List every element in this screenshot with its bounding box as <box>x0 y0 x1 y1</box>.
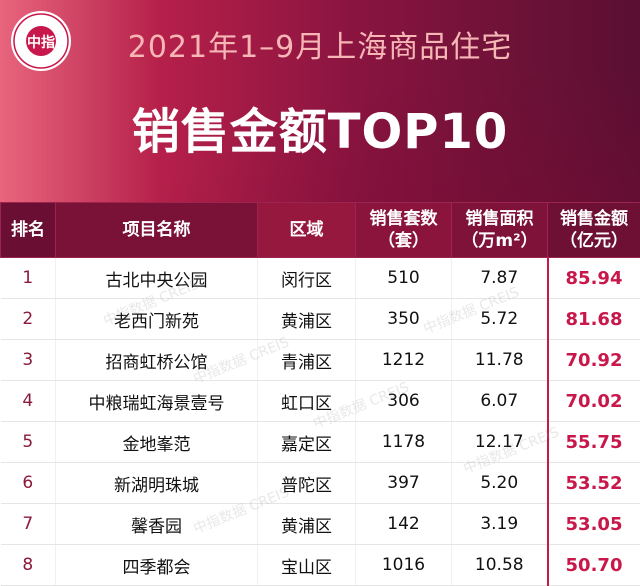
col-header-area: 销售面积（万m²） <box>452 203 548 258</box>
rank-cell: 3 <box>1 340 56 381</box>
amount-cell: 70.92 <box>548 340 640 381</box>
rank-cell: 8 <box>1 545 56 586</box>
amount-cell: 53.52 <box>548 463 640 504</box>
col-header-amount: 销售金额（亿元） <box>548 203 640 258</box>
amount-cell: 55.75 <box>548 422 640 463</box>
title-line-2: 销售金额TOP10 <box>0 92 640 162</box>
table-row: 3 招商虹桥公馆 青浦区 1212 11.78 70.92 <box>1 340 640 381</box>
amount-cell: 85.94 <box>548 258 640 299</box>
area-cell: 7.87 <box>452 258 548 299</box>
col-header-project: 项目名称 <box>56 203 258 258</box>
table-header: 排名 项目名称 区域 销售套数（套） 销售面积（万m²） 销售金额（亿元） <box>1 203 640 258</box>
title-line-1: 2021年1–9月上海商品住宅 <box>0 22 640 66</box>
units-cell: 306 <box>356 381 452 422</box>
district-cell: 闵行区 <box>258 258 356 299</box>
units-cell: 397 <box>356 463 452 504</box>
project-name-cell: 老西门新苑 <box>56 299 258 340</box>
table-row: 7 馨香园 黄浦区 142 3.19 53.05 <box>1 504 640 545</box>
table-row: 2 老西门新苑 黄浦区 350 5.72 81.68 <box>1 299 640 340</box>
rank-cell: 2 <box>1 299 56 340</box>
units-cell: 1212 <box>356 340 452 381</box>
project-name-cell: 馨香园 <box>56 504 258 545</box>
units-cell: 1016 <box>356 545 452 586</box>
units-cell: 142 <box>356 504 452 545</box>
col-header-district: 区域 <box>258 203 356 258</box>
district-cell: 黄浦区 <box>258 504 356 545</box>
project-name-cell: 四季都会 <box>56 545 258 586</box>
rank-cell: 5 <box>1 422 56 463</box>
rank-cell: 7 <box>1 504 56 545</box>
rank-cell: 4 <box>1 381 56 422</box>
project-name-cell: 新湖明珠城 <box>56 463 258 504</box>
units-cell: 350 <box>356 299 452 340</box>
district-cell: 普陀区 <box>258 463 356 504</box>
table-row: 1 古北中央公园 闵行区 510 7.87 85.94 <box>1 258 640 299</box>
amount-cell: 70.02 <box>548 381 640 422</box>
table-row: 6 新湖明珠城 普陀区 397 5.20 53.52 <box>1 463 640 504</box>
project-name-cell: 古北中央公园 <box>56 258 258 299</box>
units-cell: 510 <box>356 258 452 299</box>
district-cell: 嘉定区 <box>258 422 356 463</box>
amount-cell: 53.05 <box>548 504 640 545</box>
amount-cell: 50.70 <box>548 545 640 586</box>
area-cell: 5.72 <box>452 299 548 340</box>
col-header-rank: 排名 <box>1 203 56 258</box>
district-cell: 宝山区 <box>258 545 356 586</box>
district-cell: 青浦区 <box>258 340 356 381</box>
area-cell: 3.19 <box>452 504 548 545</box>
area-cell: 11.78 <box>452 340 548 381</box>
rank-cell: 1 <box>1 258 56 299</box>
area-cell: 6.07 <box>452 381 548 422</box>
amount-cell: 81.68 <box>548 299 640 340</box>
area-cell: 10.58 <box>452 545 548 586</box>
rank-cell: 6 <box>1 463 56 504</box>
district-cell: 虹口区 <box>258 381 356 422</box>
project-name-cell: 招商虹桥公馆 <box>56 340 258 381</box>
table-row: 5 金地峯范 嘉定区 1178 12.17 55.75 <box>1 422 640 463</box>
project-name-cell: 金地峯范 <box>56 422 258 463</box>
district-cell: 黄浦区 <box>258 299 356 340</box>
table-row: 8 四季都会 宝山区 1016 10.58 50.70 <box>1 545 640 586</box>
area-cell: 12.17 <box>452 422 548 463</box>
sales-ranking-table: 排名 项目名称 区域 销售套数（套） 销售面积（万m²） 销售金额（亿元） 1 … <box>0 202 640 586</box>
title-banner: 中指 2021年1–9月上海商品住宅 销售金额TOP10 <box>0 0 640 202</box>
table-row: 4 中粮瑞虹海景壹号 虹口区 306 6.07 70.02 <box>1 381 640 422</box>
project-name-cell: 中粮瑞虹海景壹号 <box>56 381 258 422</box>
col-header-units: 销售套数（套） <box>356 203 452 258</box>
area-cell: 5.20 <box>452 463 548 504</box>
units-cell: 1178 <box>356 422 452 463</box>
